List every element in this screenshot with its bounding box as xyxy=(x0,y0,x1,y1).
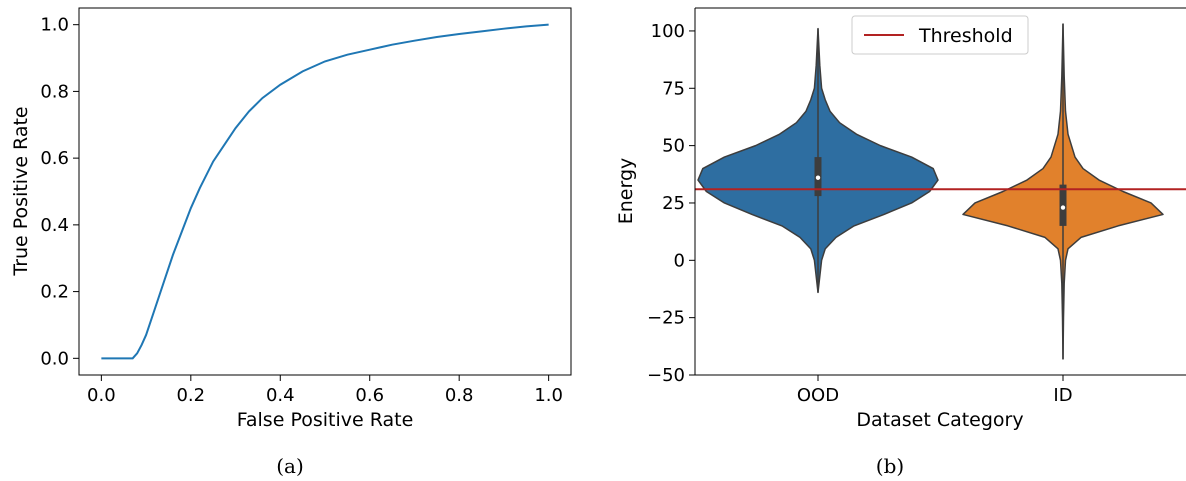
legend-threshold-label: Threshold xyxy=(918,25,1013,47)
violin-y-tick-label: −25 xyxy=(647,308,685,329)
violin-y-tick-label: 100 xyxy=(651,21,685,42)
roc-curve-line xyxy=(101,23,549,360)
legend-box xyxy=(851,15,1029,55)
roc-y-tick-label: 0.0 xyxy=(40,348,69,369)
roc-x-tick-label: 0.8 xyxy=(445,385,474,406)
violin-x-axis-label: Dataset Category xyxy=(856,409,1023,431)
violin-median-ood xyxy=(815,175,821,180)
roc-y-tick-label: 0.4 xyxy=(40,215,69,236)
roc-x-tick-label: 0.2 xyxy=(176,385,205,406)
roc-x-axis-label: False Positive Rate xyxy=(237,409,414,431)
violin-x-ticks: OOD ID xyxy=(797,375,1073,406)
roc-chart: 0.0 0.2 0.4 0.6 0.8 1.0 0.0 0.2 0.4 0.6 0.8 1.0 Fa… xyxy=(10,7,572,478)
roc-y-ticks: 0.0 0.2 0.4 0.6 0.8 1.0 xyxy=(40,15,79,369)
caption-a: (a) xyxy=(276,454,304,478)
violin-x-tick-label: ID xyxy=(1053,385,1072,406)
roc-y-tick-label: 0.8 xyxy=(40,81,69,102)
energy-violin-chart: OOD ID −50 −25 0 25 50 75 100 Threshold Dataset… xyxy=(615,7,1186,478)
violin-iqr-box-id xyxy=(1059,184,1067,226)
roc-x-tick-label: 0.4 xyxy=(266,385,295,406)
violin-y-axis-label: Energy xyxy=(615,158,637,225)
violin-y-tick-label: 75 xyxy=(662,78,685,99)
roc-x-tick-label: 0.6 xyxy=(355,385,384,406)
roc-y-axis-label: True Positive Rate xyxy=(10,106,32,276)
caption-b: (b) xyxy=(876,454,904,478)
roc-plot-frame xyxy=(78,7,572,376)
roc-x-ticks: 0.0 0.2 0.4 0.6 0.8 1.0 xyxy=(87,375,563,406)
violin-y-ticks: −50 −25 0 25 50 75 100 xyxy=(647,21,695,386)
violin-y-tick-label: 0 xyxy=(674,250,685,271)
violin-y-tick-label: 25 xyxy=(662,193,685,214)
legend: Threshold xyxy=(851,15,1029,55)
roc-x-tick-label: 0.0 xyxy=(87,385,116,406)
violin-y-tick-label: −50 xyxy=(647,365,685,386)
violin-median-id xyxy=(1060,205,1066,210)
roc-y-tick-label: 0.2 xyxy=(40,282,69,303)
violins xyxy=(697,23,1164,360)
violin-x-tick-label: OOD xyxy=(797,385,839,406)
roc-x-tick-label: 1.0 xyxy=(534,385,563,406)
roc-y-tick-label: 1.0 xyxy=(40,15,69,36)
violin-y-tick-label: 50 xyxy=(662,136,685,157)
roc-y-tick-label: 0.6 xyxy=(40,148,69,169)
